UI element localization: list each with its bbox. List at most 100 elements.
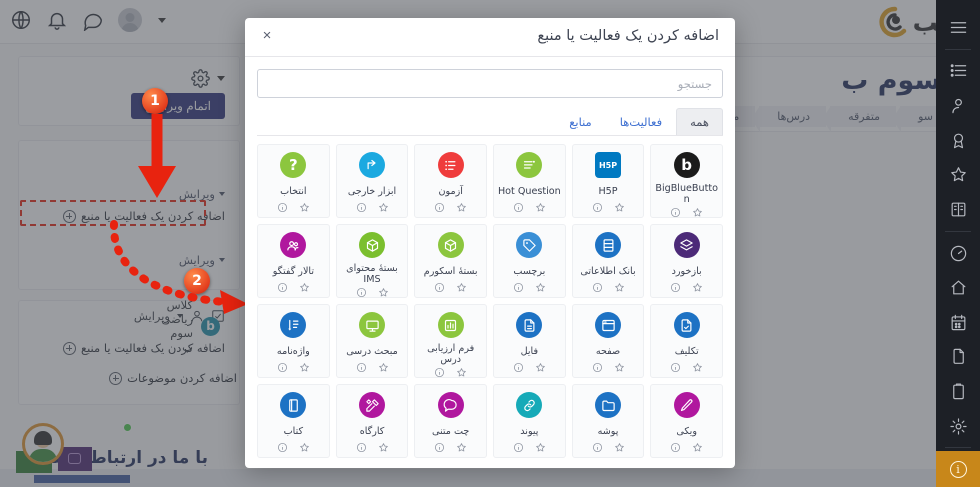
activity-cell[interactable]: تکلیف — [650, 304, 723, 378]
activity-cell[interactable]: تالار گفتگو — [257, 224, 330, 298]
star-icon[interactable] — [614, 282, 625, 293]
star-icon[interactable] — [614, 442, 625, 453]
info-icon[interactable] — [592, 202, 603, 213]
star-icon[interactable] — [299, 282, 310, 293]
user-avatar[interactable] — [118, 8, 142, 32]
info-icon[interactable] — [434, 442, 445, 453]
breadcrumb-tab-1[interactable]: متفرقه — [822, 105, 897, 132]
info-icon[interactable] — [356, 202, 367, 213]
activity-cell[interactable]: بانک اطلاعاتی — [571, 224, 645, 298]
info-icon[interactable] — [277, 202, 288, 213]
tab-activities[interactable]: فعالیت‌ها — [619, 115, 663, 129]
tab-all[interactable]: همه — [676, 108, 723, 135]
star-icon[interactable] — [456, 282, 467, 293]
star-icon[interactable] — [456, 367, 467, 378]
rail-user-icon[interactable] — [936, 88, 980, 123]
activity-cell[interactable]: کتاب — [257, 384, 330, 458]
activity-cell[interactable]: پیوند — [493, 384, 566, 458]
info-icon[interactable] — [592, 442, 603, 453]
activity-cell[interactable]: فرم ارزیابی درس — [414, 304, 488, 378]
activity-cell[interactable]: واژه‌نامه — [257, 304, 330, 378]
activity-cell[interactable]: b BigBlueButton — [650, 144, 723, 218]
activity-cell[interactable]: صفحه — [571, 304, 645, 378]
tab-resources[interactable]: منابع — [569, 115, 592, 129]
info-icon[interactable] — [277, 362, 288, 373]
star-icon[interactable] — [299, 442, 310, 453]
add-activity-link-2[interactable]: اضافه کردن یک فعالیت یا منبع — [62, 341, 225, 355]
avatar[interactable] — [22, 423, 64, 465]
activity-cell[interactable]: آزمون — [414, 144, 488, 218]
rail-home-icon[interactable] — [936, 270, 980, 305]
info-icon[interactable] — [277, 282, 288, 293]
rail-gear-icon[interactable] — [936, 409, 980, 444]
activity-cell[interactable]: ابزار خارجی — [335, 144, 409, 218]
rail-badge-award-icon[interactable] — [936, 123, 980, 158]
globe-icon[interactable] — [10, 9, 32, 31]
activity-cell[interactable]: پوشه — [571, 384, 645, 458]
info-icon[interactable] — [434, 367, 445, 378]
caret-down-icon[interactable] — [217, 76, 225, 81]
info-icon[interactable] — [277, 442, 288, 453]
close-icon[interactable]: × — [257, 26, 277, 46]
info-icon[interactable] — [670, 282, 681, 293]
info-icon[interactable] — [670, 442, 681, 453]
star-icon[interactable] — [692, 282, 703, 293]
info-icon[interactable] — [356, 442, 367, 453]
info-icon[interactable] — [592, 282, 603, 293]
search-input[interactable] — [257, 69, 723, 98]
star-icon[interactable] — [692, 442, 703, 453]
rail-list-icon[interactable] — [936, 54, 980, 89]
activity-cell[interactable]: چت متنی — [414, 384, 488, 458]
activity-cell[interactable]: مبحث درسی — [335, 304, 409, 378]
star-icon[interactable] — [535, 282, 546, 293]
star-icon[interactable] — [378, 202, 389, 213]
star-icon[interactable] — [299, 202, 310, 213]
info-icon[interactable] — [513, 202, 524, 213]
rail-hamburger-menu-icon[interactable] — [936, 10, 980, 45]
breadcrumb-tab-2[interactable]: درس‌ها — [751, 105, 827, 132]
info-icon[interactable] — [513, 282, 524, 293]
star-icon[interactable] — [378, 287, 389, 298]
activity-cell[interactable]: کارگاه — [335, 384, 409, 458]
star-icon[interactable] — [692, 207, 703, 218]
activity-cell[interactable]: بازخورد — [650, 224, 723, 298]
chat-bubble-icon[interactable] — [82, 9, 104, 31]
bell-icon[interactable] — [46, 9, 68, 31]
star-icon[interactable] — [378, 362, 389, 373]
info-icon[interactable] — [592, 362, 603, 373]
gear-icon[interactable] — [191, 69, 210, 88]
rail-star-icon[interactable] — [936, 157, 980, 192]
rail-dashboard-gauge-icon[interactable] — [936, 236, 980, 271]
activity-cell[interactable]: ? انتخاب — [257, 144, 330, 218]
star-icon[interactable] — [456, 202, 467, 213]
star-icon[interactable] — [535, 442, 546, 453]
activity-cell[interactable]: بستهٔ محتوای IMS — [335, 224, 409, 298]
rail-files-icon[interactable] — [936, 340, 980, 375]
caret-down-icon[interactable] — [158, 17, 166, 23]
star-icon[interactable] — [692, 362, 703, 373]
star-icon[interactable] — [535, 202, 546, 213]
star-icon[interactable] — [614, 202, 625, 213]
star-icon[interactable] — [535, 362, 546, 373]
star-icon[interactable] — [299, 362, 310, 373]
section-settings-group[interactable] — [191, 69, 225, 88]
activity-cell[interactable]: H5P H5P — [571, 144, 645, 218]
rail-book-open-icon[interactable] — [936, 192, 980, 227]
add-topics-link[interactable]: اضافه کردن موضوعات — [109, 371, 237, 385]
activity-cell[interactable]: بستهٔ اسکورم — [414, 224, 488, 298]
info-icon[interactable] — [513, 362, 524, 373]
info-icon[interactable] — [670, 362, 681, 373]
info-icon[interactable] — [356, 362, 367, 373]
activity-cell[interactable]: برچسب — [493, 224, 566, 298]
activity-cell[interactable]: فایل — [493, 304, 566, 378]
activity-cell[interactable]: ویکی — [650, 384, 723, 458]
info-icon[interactable] — [670, 207, 681, 218]
info-icon[interactable] — [434, 282, 445, 293]
info-icon[interactable] — [356, 287, 367, 298]
star-icon[interactable] — [456, 442, 467, 453]
info-icon[interactable] — [513, 442, 524, 453]
rail-clipboard-icon[interactable] — [936, 374, 980, 409]
rail-calendar-icon[interactable] — [936, 305, 980, 340]
info-icon[interactable] — [434, 202, 445, 213]
rail-info-button[interactable]: i — [936, 451, 980, 487]
